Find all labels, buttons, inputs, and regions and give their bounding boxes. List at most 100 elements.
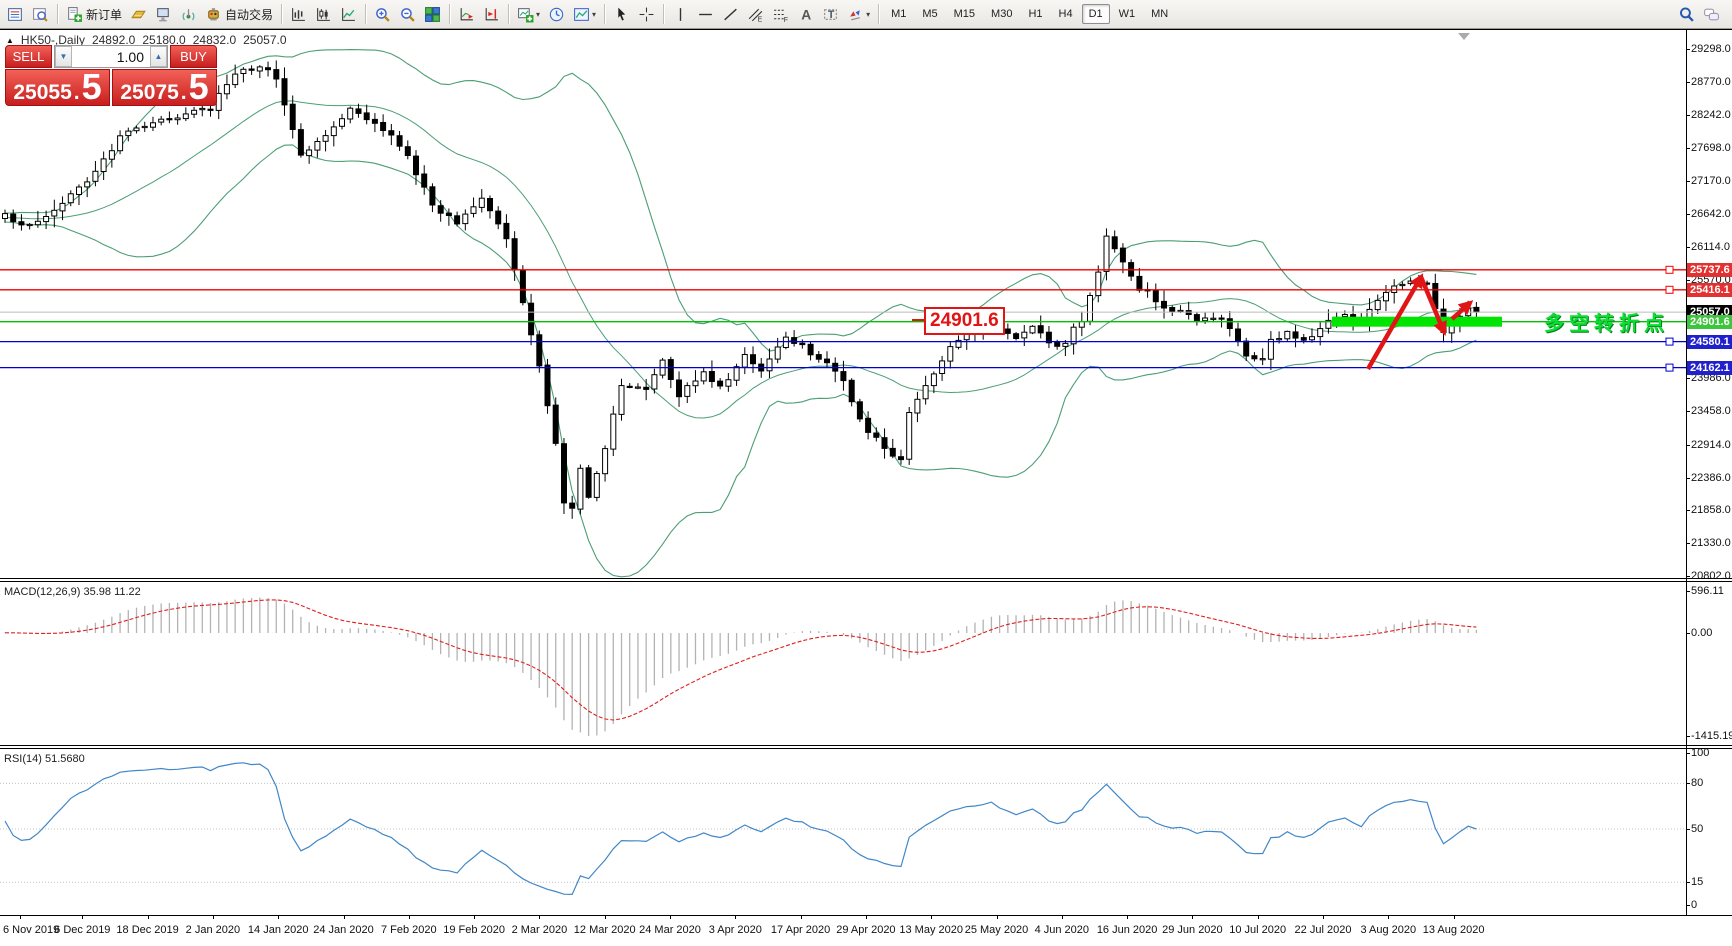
macd-chart[interactable] [0,582,1686,745]
bar-chart-icon[interactable] [286,1,311,27]
date-label: 2 Jan 2020 [185,924,241,936]
terminal-icon[interactable] [151,1,176,27]
candle-chart-icon[interactable] [311,1,336,27]
horizontal-line-icon[interactable] [693,1,718,27]
arrows-icon[interactable]: ▾ [843,1,874,27]
text-icon[interactable]: A [793,1,818,27]
rsi-tick-label: 0 [1691,899,1698,911]
tile-windows-icon[interactable] [420,1,445,27]
macd-tick-label: 596.11 [1691,585,1724,597]
crosshair-icon[interactable] [634,1,659,27]
text-icon: A [801,6,811,22]
price-tick [1686,378,1690,379]
chart-profiles-icon[interactable]: ▾ [569,1,600,27]
date-tick [866,916,867,919]
buy-button[interactable]: BUY [170,45,217,68]
price-tick-label: 23986.0 [1691,372,1731,384]
zoom-out-icon[interactable] [395,1,420,27]
time-axis[interactable]: 6 Nov 2019 6 Dec 2019 18 Dec 2019 2 Jan 202… [0,916,1732,946]
cursor-icon [618,7,626,21]
timeframe-w1-button[interactable]: W1 [1118,8,1136,20]
date-label: 25 May 2020 [964,924,1029,936]
zoom-in-icon[interactable] [370,1,395,27]
rsi-tick [1686,882,1690,883]
buy-price[interactable]: 25075 . 5 [112,69,217,106]
volume-decrease-icon[interactable]: ▼ [55,46,72,67]
price-tick-label: 26642.0 [1691,208,1731,220]
search-icon[interactable] [1674,1,1699,27]
volume-stepper[interactable]: ▼ 1.00 ▲ [54,45,168,68]
new-order-button[interactable]: 新订单 [62,1,126,27]
data-window-icon[interactable] [28,1,53,27]
date-tick [409,916,410,919]
auto-scroll-icon[interactable] [454,1,479,27]
price-tick-label: 22914.0 [1691,439,1731,451]
annotation-note[interactable]: 多空转折点 [1544,313,1669,335]
sell-price[interactable]: 25055 . 5 [5,69,110,106]
timeframe-m15-button[interactable]: M15 [953,8,976,20]
timeframe-h4-button[interactable]: H4 [1058,8,1073,20]
low-value: 24832.0 [192,33,237,47]
market-watch-icon[interactable] [3,1,28,27]
pane-splitter[interactable] [0,578,1732,582]
new-chart-icon[interactable]: ▾ [513,1,544,27]
price-callout[interactable]: 24901.6 [924,307,1005,335]
price-tick [1686,543,1690,544]
price-tick [1686,510,1690,511]
date-label: 14 Jan 2020 [247,924,309,936]
timeframe-mn-button[interactable]: MN [1151,8,1169,20]
date-tick [1192,916,1193,919]
period-clock-icon[interactable] [544,1,569,27]
timeframe-h1-button[interactable]: H1 [1028,8,1043,20]
date-tick [1062,916,1063,919]
price-axis-line [1686,30,1687,915]
chart-title: ▲ HK50-,Daily 24892.0 25180.0 24832.0 25… [6,33,287,47]
date-label: 24 Mar 2020 [639,924,701,936]
sell-price-main: 25055 [13,81,72,104]
rsi-label: RSI(14) 51.5680 [4,753,85,765]
chat-icon[interactable] [1699,1,1724,27]
equidistant-channel-icon[interactable]: E [743,1,768,27]
chart-shift-icon[interactable] [479,1,504,27]
timeframe-m30-button[interactable]: M30 [991,8,1013,20]
date-label: 29 Apr 2020 [836,924,896,936]
fibonacci-icon[interactable]: F [768,1,793,27]
equidistant-channel-icon: E [748,8,763,23]
date-tick [1388,916,1389,919]
zoom-out-icon [401,7,415,22]
timeframe-d1-button[interactable]: D1 [1081,4,1110,24]
cursor-icon[interactable] [609,1,634,27]
autotrading-button[interactable]: 自动交易 [201,1,277,27]
vertical-line-icon[interactable] [668,1,693,27]
rsi-chart[interactable] [0,749,1686,915]
buy-price-frac: 5 [188,66,209,108]
date-label: 29 Jun 2020 [1162,924,1223,936]
sell-button[interactable]: SELL [5,45,52,68]
timeframe-m5-button[interactable]: M5 [922,8,938,20]
line-chart-icon[interactable] [336,1,361,27]
high-value: 25180.0 [142,33,186,47]
text-label-icon[interactable]: T [818,1,843,27]
chart-shift-icon [485,7,498,20]
metaeditor-icon[interactable] [126,1,151,27]
date-label: 6 Dec 2019 [54,924,111,936]
date-tick [1258,916,1259,919]
chart-window[interactable]: 29298.0 28770.0 28242.0 27698.0 27170.0 26642… [0,29,1732,946]
price-tick [1686,214,1690,215]
close-value: 25057.0 [243,33,287,47]
macd-pane[interactable] [0,582,1686,745]
candlestick-chart[interactable] [0,31,1686,578]
date-tick [213,916,214,919]
pane-splitter[interactable] [0,745,1732,749]
collapse-triangle-icon[interactable]: ▲ [6,35,14,45]
volume-value[interactable]: 1.00 [116,48,144,65]
timeframe-m1-button[interactable]: M1 [891,8,907,20]
trendline-icon[interactable] [718,1,743,27]
macd-tick-label: -1415.19 [1691,730,1732,742]
rsi-pane[interactable] [0,749,1686,915]
signals-icon[interactable] [176,1,201,27]
svg-text:A: A [801,6,811,22]
main-chart-pane[interactable] [0,31,1686,578]
price-level-label: 24580.1 [1687,335,1732,349]
volume-increase-icon[interactable]: ▲ [150,46,167,67]
